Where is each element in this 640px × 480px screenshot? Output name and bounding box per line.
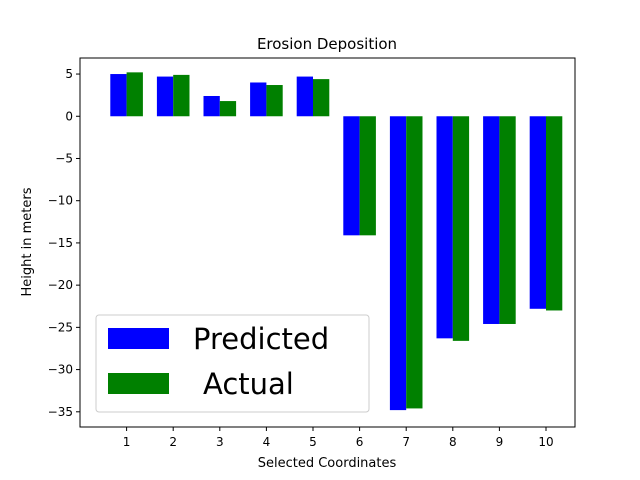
x-tick-label: 9 (496, 435, 504, 449)
legend-swatch-predicted (108, 328, 169, 349)
bar-actual-10 (546, 116, 563, 311)
y-axis-label: Height in meters (20, 187, 35, 296)
bar-actual-2 (173, 74, 190, 117)
bar-predicted-9 (483, 116, 500, 324)
legend-label-predicted: Predicted (193, 322, 329, 356)
y-tick-label: 5 (65, 67, 73, 81)
y-tick-label: −10 (48, 194, 73, 208)
x-tick-label: 5 (309, 435, 317, 449)
y-tick-label: 0 (65, 109, 73, 123)
bar-predicted-8 (436, 116, 453, 339)
x-tick-label: 4 (263, 435, 271, 449)
bar-predicted-6 (343, 116, 360, 236)
legend-label-actual: Actual (203, 367, 294, 401)
x-axis-label: Selected Coordinates (258, 456, 397, 471)
x-tick-label: 3 (216, 435, 224, 449)
y-tick-label: −25 (48, 320, 73, 334)
x-tick-label: 8 (449, 435, 457, 449)
x-tick-label: 1 (123, 435, 131, 449)
bar-actual-1 (126, 72, 143, 117)
x-axis: 1 2 3 4 5 6 7 8 9 10 (123, 427, 554, 449)
bar-actual-5 (313, 79, 330, 117)
bar-predicted-10 (529, 116, 546, 309)
bar-actual-3 (219, 101, 237, 117)
bar-actual-9 (499, 116, 516, 324)
chart-title: Erosion Deposition (257, 35, 397, 53)
bar-actual-6 (359, 116, 376, 236)
y-tick-label: −20 (48, 278, 73, 292)
legend-swatch-actual (108, 373, 169, 394)
bar-predicted-3 (203, 95, 220, 117)
bar-predicted-5 (296, 76, 313, 117)
y-tick-label: −35 (48, 405, 73, 419)
bar-predicted-2 (156, 76, 174, 117)
y-tick-label: −5 (55, 151, 73, 165)
y-tick-label: −15 (48, 236, 73, 250)
bar-predicted-4 (250, 82, 267, 117)
x-tick-label: 2 (169, 435, 177, 449)
bar-predicted-7 (389, 116, 407, 411)
x-tick-label: 7 (402, 435, 410, 449)
x-tick-label: 6 (356, 435, 364, 449)
y-axis: 5 0 −5 −10 −15 −20 −25 −30 −35 (48, 67, 80, 419)
bar-actual-7 (406, 116, 423, 409)
bars-group (110, 72, 563, 411)
bar-predicted-1 (110, 74, 127, 117)
x-tick-label: 10 (538, 435, 553, 449)
legend: Predicted Actual (95, 314, 370, 413)
bar-actual-8 (452, 116, 470, 341)
bar-actual-4 (266, 85, 283, 117)
y-tick-label: −30 (48, 363, 73, 377)
